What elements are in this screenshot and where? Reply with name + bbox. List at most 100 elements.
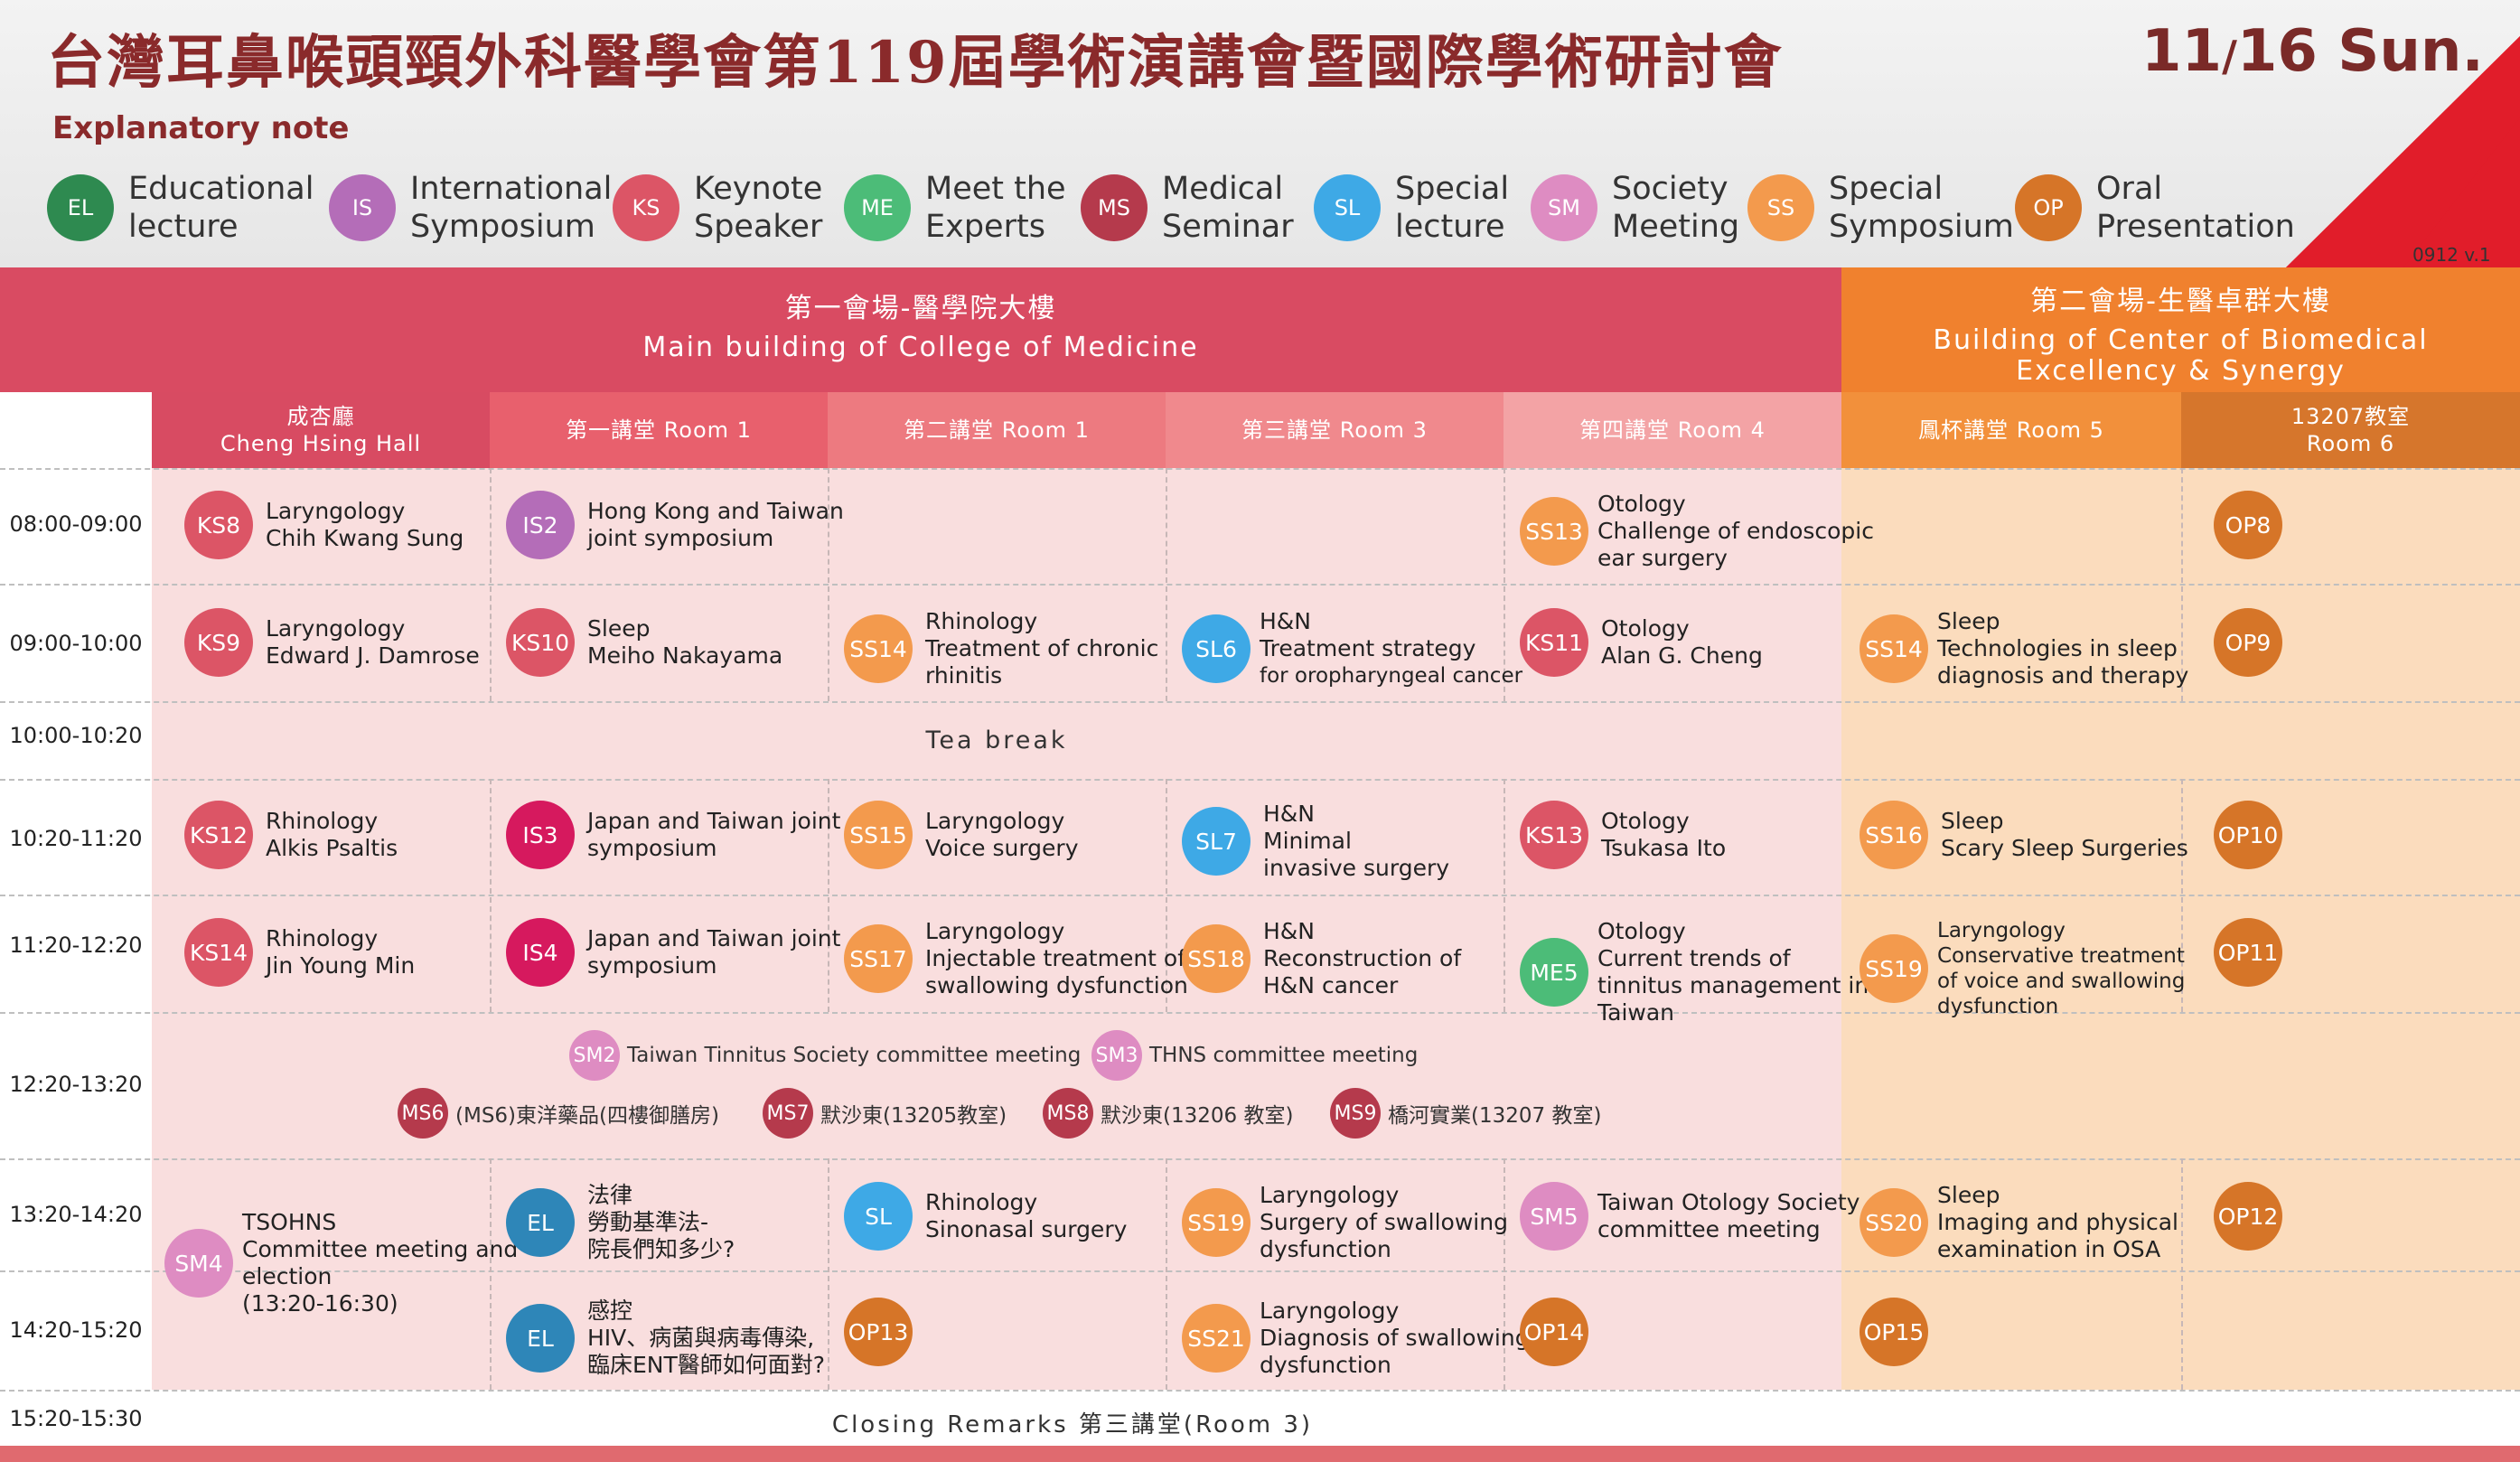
room-header-room4: 第四講堂 Room 4 (1504, 392, 1841, 468)
venue-title-zh: 第二會場-生醫卓群大樓 (2030, 286, 2331, 317)
col-divider (1504, 779, 1505, 1012)
session-ss19-laryngology[interactable]: SS19 Laryngology Conservative treatment of… (1860, 918, 2185, 1019)
seminar-ms8[interactable]: MS8 默沙東(13206 教室) (1043, 1088, 1293, 1139)
session-is2[interactable]: IS2 Hong Kong and Taiwan joint symposium (506, 491, 844, 559)
meeting-title: Committee meeting and (242, 1236, 519, 1262)
session-me5[interactable]: ME5 Otology Current trends of tinnitus man… (1520, 918, 1869, 1026)
session-title: Treatment strategy (1260, 635, 1476, 661)
room-name: 第三講堂 Room 3 (1241, 417, 1428, 443)
col-divider (2181, 1158, 2183, 1390)
venue-biomedical-building: 第二會場-生醫卓群大樓 Building of Center of Biomed… (1841, 267, 2520, 392)
meeting-sm3[interactable]: SM3 THNS committee meeting (1091, 1030, 1418, 1081)
session-ss15[interactable]: SS15 Laryngology Voice surgery (844, 801, 1079, 869)
legend-label: Symposium (410, 209, 595, 245)
legend-label: Society (1612, 171, 1728, 207)
session-op10[interactable]: OP10 (2214, 801, 2282, 869)
session-speaker: Chih Kwang Sung (266, 525, 464, 551)
seminar-ms9[interactable]: MS9 橋河實業(13207 教室) (1330, 1088, 1601, 1139)
session-ss20[interactable]: SS20 Sleep Imaging and physical examinatio… (1860, 1182, 2178, 1263)
legend-label: Meet the (925, 171, 1066, 207)
session-title: tinnitus management in (1597, 972, 1869, 998)
room-header-cheng-hsing-hall: 成杏廳 Cheng Hsing Hall (152, 392, 490, 468)
session-ks12[interactable]: KS12 Rhinology Alkis Psaltis (184, 801, 398, 869)
session-el-law[interactable]: EL 法律 勞動基準法- 院長們知多少? (506, 1182, 735, 1263)
ks-badge: KS9 (184, 608, 253, 677)
ks-badge: KS14 (184, 918, 253, 987)
ss-badge: SS19 (1860, 934, 1928, 1003)
session-topic: Sleep (1937, 1182, 2000, 1208)
ss-badge: SS19 (1182, 1188, 1251, 1257)
venue-title-en: Building of Center of Biomedical (1933, 324, 2429, 356)
room-header-room5: 鳳杯講堂 Room 5 (1841, 392, 2181, 468)
meeting-sm5[interactable]: SM5 Taiwan Otology Society committee meet… (1520, 1182, 1860, 1251)
session-sl6[interactable]: SL6 H&N Treatment strategy for oropharynge… (1182, 608, 1522, 689)
date-month: 11 (2141, 18, 2223, 85)
session-topic: Rhinology (266, 925, 379, 951)
time-slot: 11:20-12:20 (9, 932, 143, 958)
session-ks13[interactable]: KS13 Otology Tsukasa Ito (1520, 801, 1726, 869)
session-ks8[interactable]: KS8 Laryngology Chih Kwang Sung (184, 491, 464, 559)
session-speaker: Alan G. Cheng (1601, 642, 1763, 669)
col-divider (490, 468, 492, 701)
seminar-title: 默沙東(13206 教室) (1101, 1104, 1294, 1128)
session-ss14-sleep[interactable]: SS14 Sleep Technologies in sleep diagnosis… (1860, 608, 2188, 689)
session-op15[interactable]: OP15 (1860, 1298, 1928, 1366)
session-ks10[interactable]: KS10 Sleep Meiho Nakayama (506, 608, 782, 677)
venue-title-zh: 第一會場-醫學院大樓 (784, 293, 1057, 324)
session-ks14[interactable]: KS14 Rhinology Jin Young Min (184, 918, 415, 987)
session-ss16[interactable]: SS16 Sleep Scary Sleep Surgeries (1860, 801, 2188, 869)
session-op14[interactable]: OP14 (1520, 1298, 1588, 1366)
session-title: examination in OSA (1937, 1236, 2161, 1262)
session-op11[interactable]: OP11 (2214, 918, 2282, 987)
session-is3[interactable]: IS3 Japan and Taiwan joint symposium (506, 801, 840, 869)
session-title: Challenge of endoscopic (1597, 518, 1874, 544)
legend-item-ks: KS Keynote Speaker (613, 170, 822, 246)
session-op9[interactable]: OP9 (2214, 608, 2282, 677)
meeting-sm2[interactable]: SM2 Taiwan Tinnitus Society committee me… (569, 1030, 1081, 1081)
session-ss18[interactable]: SS18 H&N Reconstruction of H&N cancer (1182, 918, 1461, 999)
session-ss13[interactable]: SS13 Otology Challenge of endoscopic ear s… (1520, 491, 1874, 572)
seminar-ms6[interactable]: MS6 (MS6)東洋藥品(四樓御膳房) (398, 1088, 719, 1139)
session-ss21[interactable]: SS21 Laryngology Diagnosis of swallowing d… (1182, 1298, 1530, 1379)
session-sl7[interactable]: SL7 H&N Minimal invasive surgery (1182, 801, 1449, 882)
time-slot: 09:00-10:00 (9, 631, 143, 656)
col-divider (1166, 779, 1167, 1012)
col-divider (2181, 779, 2183, 1012)
op-badge: OP13 (844, 1298, 913, 1366)
session-op12[interactable]: OP12 (2214, 1182, 2282, 1251)
session-ss14-rhinology[interactable]: SS14 Rhinology Treatment of chronic rhinit… (844, 608, 1158, 689)
session-title: Current trends of (1597, 945, 1791, 971)
session-op13[interactable]: OP13 (844, 1298, 913, 1366)
me-badge: ME5 (1520, 938, 1588, 1007)
sm-badge: SM5 (1520, 1182, 1588, 1251)
session-op8[interactable]: OP8 (2214, 491, 2282, 559)
legend-label: lecture (128, 209, 239, 245)
session-title: rhinitis (925, 662, 1003, 689)
session-title: Treatment of chronic (925, 635, 1159, 661)
ss-badge: SS (1747, 174, 1814, 241)
corner-decoration (2286, 36, 2520, 267)
session-sl-rhinology[interactable]: SL Rhinology Sinonasal surgery (844, 1182, 1127, 1251)
session-topic: symposium (587, 835, 717, 861)
session-ss19-surgery[interactable]: SS19 Laryngology Surgery of swallowing dys… (1182, 1182, 1508, 1263)
col-divider (2181, 468, 2183, 701)
session-speaker: Meiho Nakayama (587, 642, 783, 669)
meeting-sm4[interactable]: SM4 TSOHNS Committee meeting and election(… (164, 1209, 518, 1317)
meeting-title: Taiwan Tinnitus Society committee meetin… (627, 1044, 1082, 1067)
session-ss17[interactable]: SS17 Laryngology Injectable treatment of s… (844, 918, 1188, 999)
session-el-infection[interactable]: EL 感控 HIV、病菌與病毒傳染, 臨床ENT醫師如何面對? (506, 1298, 825, 1379)
session-title: dysfunction (1260, 1352, 1391, 1378)
session-topic: H&N (1260, 608, 1311, 634)
session-title: diagnosis and therapy (1937, 662, 2189, 689)
session-is4[interactable]: IS4 Japan and Taiwan joint symposium (506, 918, 840, 987)
session-ks11[interactable]: KS11 Otology Alan G. Cheng (1520, 608, 1763, 677)
ms-badge: MS6 (398, 1088, 448, 1139)
ms-badge: MS7 (763, 1088, 813, 1139)
sm-badge: SM3 (1091, 1030, 1142, 1081)
session-ks9[interactable]: KS9 Laryngology Edward J. Damrose (184, 608, 480, 677)
session-topic: symposium (587, 952, 717, 979)
seminar-ms7[interactable]: MS7 默沙東(13205教室) (763, 1088, 1007, 1139)
room-header-room1: 第一講堂 Room 1 (490, 392, 828, 468)
session-title: H&N cancer (1263, 972, 1399, 998)
legend-label: International (410, 171, 613, 207)
